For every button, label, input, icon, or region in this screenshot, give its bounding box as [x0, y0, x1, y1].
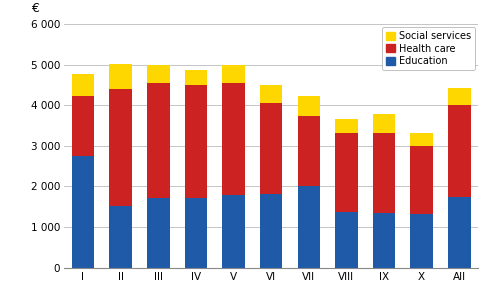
Bar — [373, 114, 395, 133]
Bar — [109, 64, 132, 89]
Bar — [109, 89, 132, 206]
Bar — [297, 186, 320, 268]
Text: €: € — [31, 2, 39, 15]
Bar — [260, 103, 282, 194]
Bar — [297, 116, 320, 186]
Legend: Social services, Health care, Education: Social services, Health care, Education — [382, 27, 475, 70]
Bar — [335, 119, 358, 133]
Bar — [109, 206, 132, 268]
Bar — [260, 85, 282, 103]
Bar — [260, 194, 282, 268]
Bar — [147, 83, 170, 198]
Bar — [448, 88, 471, 105]
Bar — [222, 195, 245, 268]
Bar — [222, 65, 245, 83]
Bar — [147, 198, 170, 268]
Bar — [184, 85, 207, 198]
Bar — [71, 96, 94, 156]
Bar — [448, 105, 471, 197]
Bar — [411, 146, 433, 214]
Bar — [335, 212, 358, 268]
Bar — [335, 133, 358, 212]
Bar — [147, 65, 170, 83]
Bar — [71, 156, 94, 268]
Bar — [411, 133, 433, 146]
Bar — [184, 198, 207, 268]
Bar — [411, 214, 433, 268]
Bar — [448, 197, 471, 268]
Bar — [297, 96, 320, 116]
Bar — [373, 133, 395, 213]
Bar — [184, 70, 207, 85]
Bar — [373, 213, 395, 268]
Bar — [222, 83, 245, 195]
Bar — [71, 74, 94, 96]
